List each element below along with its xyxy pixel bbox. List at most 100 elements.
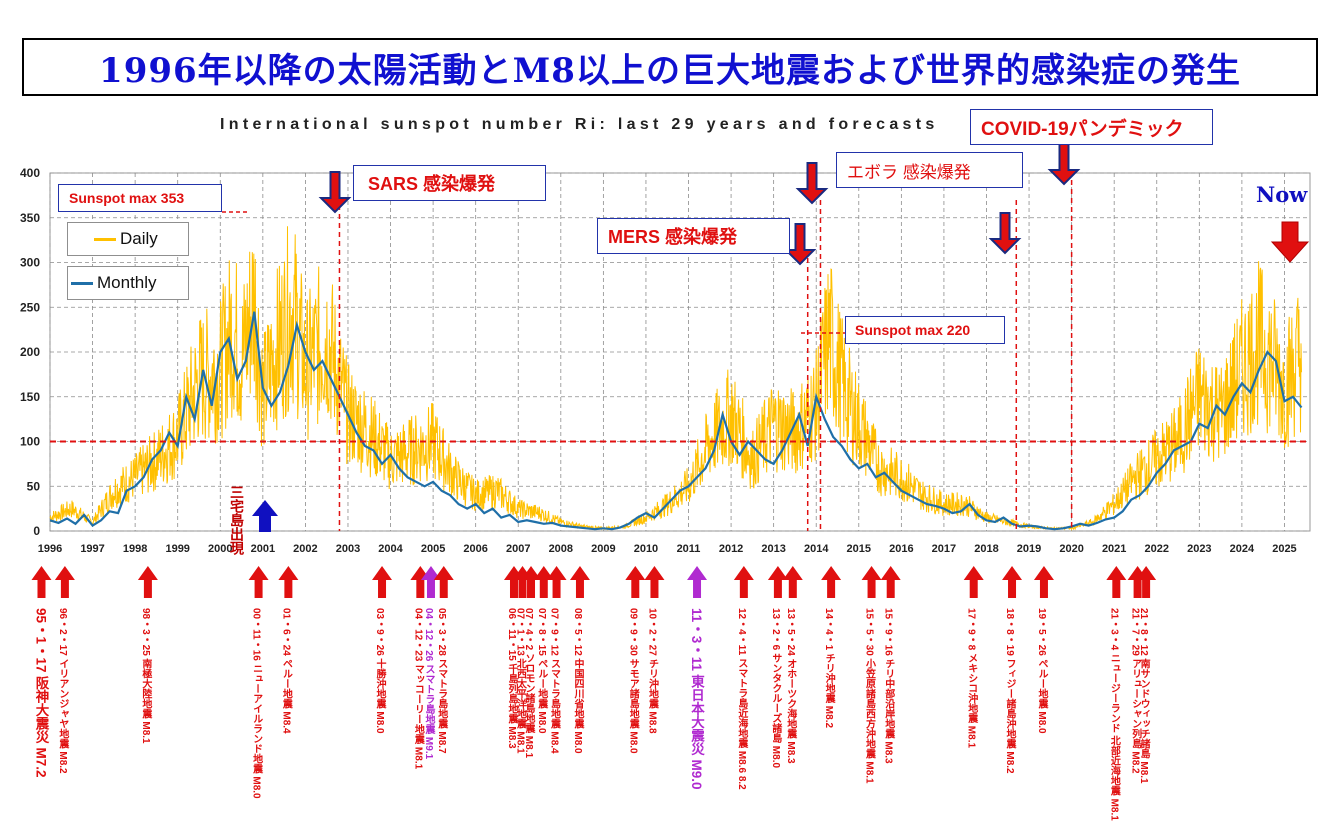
y-tick-label: 0 <box>33 524 40 538</box>
earthquake-arrow <box>569 566 590 598</box>
earthquake-arrow <box>137 566 158 598</box>
x-tick-label: 2006 <box>463 543 487 555</box>
earthquake-label: 07・1・13 北西太平洋地震 M8.1 <box>514 608 526 754</box>
now-arrow <box>1270 221 1310 263</box>
earthquake-label: 04・12・23 マッコーリー地震 M8.1 <box>412 608 424 770</box>
y-tick-label: 150 <box>20 390 40 404</box>
now-label: Now <box>1256 182 1308 207</box>
legend-monthly-label: Monthly <box>97 273 157 292</box>
earthquake-arrow <box>767 566 788 598</box>
sars-text: SARS 感染爆発 <box>368 174 496 194</box>
x-tick-label: 1997 <box>80 543 104 555</box>
sunspot-max-353-label: Sunspot max 353 <box>58 184 222 212</box>
sunspot-max-353-text: Sunspot max 353 <box>69 190 185 206</box>
x-tick-label: 2011 <box>677 543 701 555</box>
earthquake-label: 00・11・16 ニューアイルランド地震 M8.0 <box>250 608 262 799</box>
earthquake-label: 13・2・6 サンタクルーズ諸島 M8.0 <box>769 608 781 769</box>
earthquake-label: 01・6・24 ペルー地震 M8.4 <box>280 608 292 734</box>
sunspot-max-220-label: Sunspot max 220 <box>845 316 1005 344</box>
earthquake-arrow <box>372 566 393 598</box>
earthquake-arrow <box>861 566 882 598</box>
x-tick-label: 2023 <box>1187 543 1211 555</box>
mers-arrow <box>783 223 817 266</box>
earthquake-arrow <box>880 566 901 598</box>
x-tick-label: 1999 <box>165 543 189 555</box>
earthquake-arrow <box>420 566 441 598</box>
earthquake-arrow <box>54 566 75 598</box>
title-box: 1996年以降の太陽活動とM8以上の巨大地震および世界的感染症の発生 <box>22 38 1318 96</box>
earthquake-label: 10・2・27 チリ沖地震 M8.8 <box>646 608 658 734</box>
earthquake-label: 07・4・2 ソロモン諸島地震 M8.1 <box>523 608 534 759</box>
earthquake-arrow <box>625 566 646 598</box>
earthquake-label: 12・4・11 スマトラ島近海地震 M8.6 8.2 <box>735 608 747 790</box>
x-tick-label: 1996 <box>38 543 62 555</box>
earthquake-label: 15・9・16 チリ中部沿岸地震 M8.3 <box>882 608 894 764</box>
y-tick-label: 50 <box>27 479 41 493</box>
legend-daily: Daily <box>67 222 189 256</box>
page-title: 1996年以降の太陽活動とM8以上の巨大地震および世界的感染症の発生 <box>99 50 1241 91</box>
x-tick-label: 2010 <box>634 543 658 555</box>
y-tick-label: 350 <box>20 211 40 225</box>
x-tick-label: 2002 <box>293 543 317 555</box>
chart-subtitle: International sunspot number Ri: last 29… <box>220 116 939 133</box>
earthquake-arrow <box>733 566 754 598</box>
earthquake-label: 09・9・30 サモア諸島地震 M8.0 <box>627 608 639 754</box>
mers-text: MERS 感染爆発 <box>608 227 738 247</box>
mitake-arrow <box>252 500 278 532</box>
arrow-2014 <box>795 162 829 205</box>
earthquake-label: 13・5・24 オホーツク海地震 M8.3 <box>784 608 796 764</box>
earthquake-label: 95・1・17 阪神大震災 M7.2 <box>33 608 49 778</box>
earthquake-arrow <box>433 566 454 598</box>
x-tick-label: 2017 <box>932 543 956 555</box>
monthly-series-line <box>49 311 1303 531</box>
earthquake-label: 03・9・26 十勝沖地震 M8.0 <box>374 608 386 734</box>
y-tick-label: 100 <box>20 435 40 449</box>
x-tick-label: 2019 <box>1017 543 1041 555</box>
x-tick-label: 2003 <box>336 543 360 555</box>
x-tick-label: 2014 <box>804 543 829 555</box>
legend-daily-label: Daily <box>120 229 158 248</box>
earthquake-label: 06・11・15 千島列島地震 M8.3 <box>505 608 517 749</box>
earthquake-arrow <box>533 566 554 598</box>
earthquake-arrow <box>821 566 842 598</box>
y-tick-label: 300 <box>20 256 40 270</box>
earthquake-label: 18・8・19 フィジー諸島沖地震 M8.2 <box>1004 608 1016 774</box>
sars-arrow <box>318 171 352 214</box>
x-tick-label: 2018 <box>974 543 998 555</box>
ebola-label: エボラ 感染爆発 <box>836 152 1023 188</box>
earthquake-label: 08・5・12 中国四川省地震 M8.0 <box>571 608 583 754</box>
legend-monthly-swatch <box>71 281 93 285</box>
earthquake-label: 07・9・12 スマトラ島地震 M8.4 <box>548 608 560 754</box>
earthquake-label: 04・12・26 スマトラ島地震 M9.1 <box>422 608 434 760</box>
earthquake-arrow <box>278 566 299 598</box>
daily-series-line <box>49 226 1302 532</box>
x-tick-label: 2020 <box>1059 543 1083 555</box>
earthquake-arrow <box>31 566 52 598</box>
x-tick-label: 2007 <box>506 543 530 555</box>
x-tick-label: 2004 <box>378 543 403 555</box>
earthquake-label: 14・4・1 チリ沖地震 M8.2 <box>823 608 835 729</box>
earthquake-arrow <box>1136 566 1157 598</box>
earthquake-arrow <box>963 566 984 598</box>
earthquake-label: 21・3・4 ニュージーランド 北部近海地震 M8.1 <box>1108 608 1120 821</box>
x-tick-label: 2015 <box>847 543 871 555</box>
x-tick-label: 2024 <box>1230 543 1255 555</box>
earthquake-arrow <box>644 566 665 598</box>
earthquake-label: 98・3・25 南極大陸地震 M8.1 <box>139 608 151 744</box>
x-tick-label: 1998 <box>123 543 147 555</box>
y-tick-label: 200 <box>20 345 40 359</box>
x-tick-label: 2025 <box>1272 543 1296 555</box>
earthquake-label: 15・5・30 小笠原諸島西方沖地震 M8.1 <box>863 608 875 784</box>
x-tick-label: 2005 <box>421 543 445 555</box>
covid-arrow <box>1047 143 1081 186</box>
earthquake-label: 21・7・29 アリューシャン列島 M8.2 <box>1129 608 1141 774</box>
x-tick-label: 2001 <box>251 543 275 555</box>
x-tick-label: 2009 <box>591 543 615 555</box>
legend-monthly: Monthly <box>67 266 189 300</box>
earthquake-arrow <box>1033 566 1054 598</box>
y-tick-label: 400 <box>20 166 40 180</box>
earthquake-label: 17・9・8 メキシコ沖地震 M8.1 <box>965 608 977 749</box>
earthquake-arrow <box>687 566 708 598</box>
x-tick-label: 2022 <box>1145 543 1169 555</box>
x-tick-label: 2021 <box>1102 543 1126 555</box>
